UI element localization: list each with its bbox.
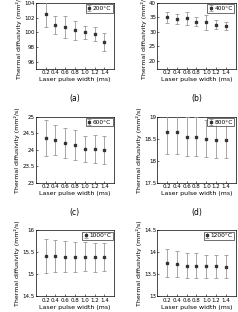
- Text: (a): (a): [69, 94, 80, 103]
- Legend: 400°C: 400°C: [207, 4, 234, 13]
- Legend: 1200°C: 1200°C: [204, 232, 234, 240]
- Legend: 800°C: 800°C: [207, 118, 234, 126]
- Y-axis label: Thermal diffusivity (mm²/s): Thermal diffusivity (mm²/s): [16, 0, 22, 79]
- Text: (c): (c): [70, 208, 80, 217]
- X-axis label: Laser pulse width (ms): Laser pulse width (ms): [39, 305, 111, 310]
- Y-axis label: Thermal diffusivity (mm²/s): Thermal diffusivity (mm²/s): [14, 221, 20, 306]
- X-axis label: Laser pulse width (ms): Laser pulse width (ms): [161, 305, 232, 310]
- Text: (d): (d): [191, 208, 202, 217]
- Y-axis label: Thermal diffusivity (mm²/s): Thermal diffusivity (mm²/s): [141, 0, 147, 79]
- Y-axis label: Thermal diffusivity (mm²/s): Thermal diffusivity (mm²/s): [136, 107, 142, 193]
- X-axis label: Laser pulse width (ms): Laser pulse width (ms): [39, 191, 111, 196]
- Legend: 1000°C: 1000°C: [82, 232, 113, 240]
- X-axis label: Laser pulse width (ms): Laser pulse width (ms): [161, 191, 232, 196]
- Text: (b): (b): [191, 94, 202, 103]
- Legend: 600°C: 600°C: [86, 118, 113, 126]
- Legend: 200°C: 200°C: [86, 4, 113, 13]
- Y-axis label: Thermal diffusivity (mm²/s): Thermal diffusivity (mm²/s): [136, 221, 142, 306]
- X-axis label: Laser pulse width (ms): Laser pulse width (ms): [161, 77, 232, 82]
- X-axis label: Laser pulse width (ms): Laser pulse width (ms): [39, 77, 111, 82]
- Y-axis label: Thermal diffusivity (mm²/s): Thermal diffusivity (mm²/s): [14, 107, 20, 193]
